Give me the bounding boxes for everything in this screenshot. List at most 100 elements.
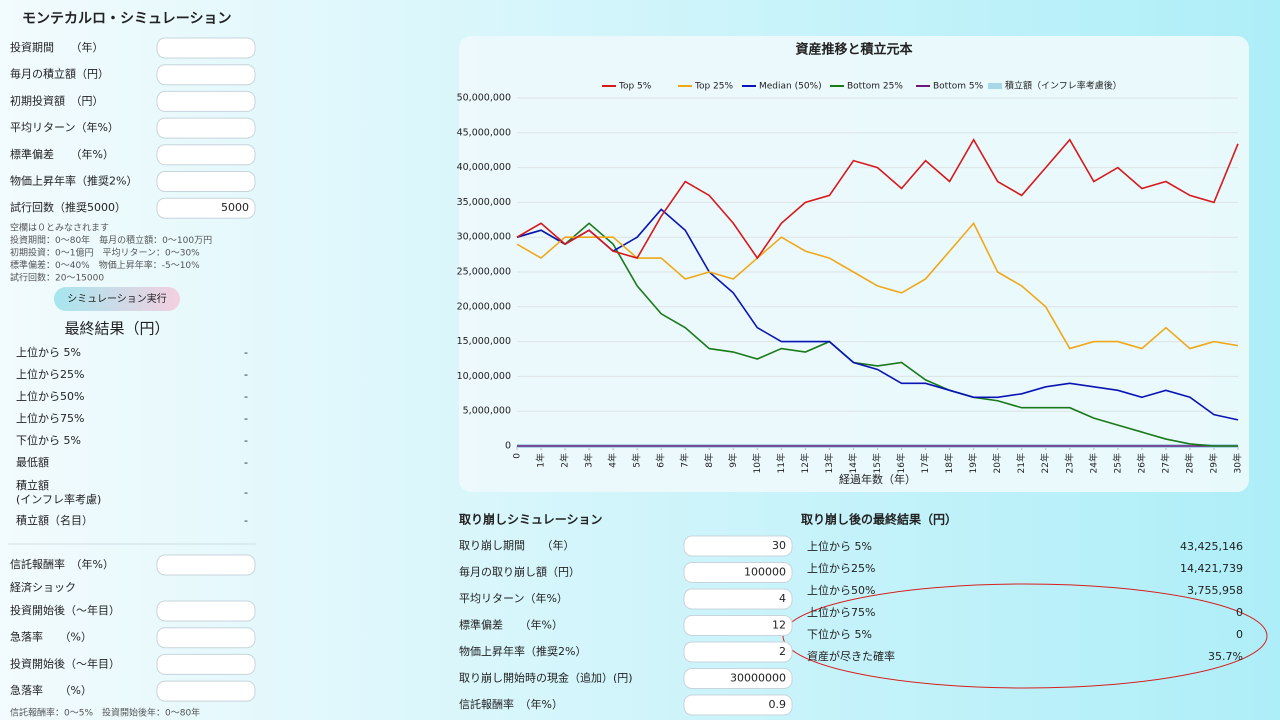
input-box[interactable]	[156, 144, 256, 166]
y-tick-label: 35,000,000	[457, 197, 511, 208]
input-box[interactable]	[683, 641, 793, 663]
result-value: 35.7%	[1208, 650, 1243, 663]
x-tick-label: 7年	[679, 453, 691, 468]
input-box[interactable]	[683, 562, 793, 583]
result-label: 下位から 5%	[16, 433, 81, 447]
result-label: 上位から50%	[807, 583, 875, 597]
x-tick-label: 17年	[919, 453, 931, 473]
result-value: -	[244, 486, 248, 499]
result-value: 0	[1236, 606, 1243, 619]
result-label: 積立額	[16, 478, 49, 492]
y-tick-label: 45,000,000	[457, 127, 511, 138]
input-box[interactable]	[156, 653, 256, 675]
y-tick-label: 30,000,000	[457, 232, 511, 243]
legend-label: Bottom 5%	[933, 82, 984, 92]
input-value: 2	[779, 645, 786, 658]
legend-label: Top 5%	[618, 82, 652, 92]
result-label: 上位から 5%	[16, 345, 81, 359]
field-label: 毎月の取り崩し額（円）	[459, 565, 580, 579]
input-box[interactable]	[156, 64, 256, 86]
y-tick-label: 5,000,000	[463, 406, 511, 417]
result-sublabel: (インフレ率考慮)	[16, 492, 101, 506]
x-tick-label: 0	[513, 453, 523, 459]
x-tick-label: 10年	[751, 453, 763, 473]
field-label: 投資開始後（～年目）	[10, 656, 120, 670]
y-tick-label: 15,000,000	[457, 336, 511, 347]
result-label: 上位から50%	[16, 389, 84, 403]
result-label: 下位から 5%	[807, 627, 872, 641]
input-box[interactable]	[683, 615, 793, 636]
x-tick-label: 24年	[1087, 453, 1099, 473]
input-box[interactable]	[156, 600, 256, 622]
x-tick-label: 21年	[1015, 453, 1027, 473]
x-tick-label: 4年	[607, 453, 619, 468]
input-box[interactable]	[156, 117, 256, 139]
field-label: 初期投資額 （円）	[10, 93, 104, 107]
x-tick-label: 8年	[703, 453, 715, 468]
run-button-label: シミュレーション実行	[67, 292, 167, 305]
field-label: 平均リターン（年%）	[10, 120, 119, 134]
x-tick-label: 12年	[799, 453, 811, 473]
field-label: 標準偏差 （年%）	[459, 618, 563, 632]
chart-title: 資産推移と積立元本	[795, 42, 912, 58]
x-tick-label: 22年	[1039, 453, 1051, 473]
x-tick-label: 1年	[535, 453, 547, 468]
result-label: 上位から 5%	[807, 539, 872, 553]
field-label: 物価上昇年率（推奨2%）	[10, 174, 137, 188]
result-value: -	[244, 434, 248, 447]
note: 試行回数：20～15000	[10, 272, 104, 284]
section-title: 取り崩しシミュレーション	[459, 512, 603, 527]
note: 初期投資：0～1億円 平均リターン：0～30%	[10, 247, 200, 259]
result-value: -	[244, 412, 248, 425]
result-label: 上位から75%	[16, 411, 84, 425]
input-box[interactable]	[156, 627, 256, 649]
y-tick-label: 25,000,000	[457, 267, 511, 278]
legend-label: 積立額（インフレ率考慮後）	[1005, 80, 1122, 92]
field-label: 信託報酬率 （年%）	[459, 697, 563, 711]
x-tick-label: 15年	[871, 453, 883, 473]
field-label: 毎月の積立額（円）	[10, 67, 109, 81]
x-tick-label: 23年	[1063, 453, 1075, 473]
input-box[interactable]	[156, 554, 256, 576]
note: 投資期間：0～80年 毎月の積立額：0～100万円	[10, 234, 212, 246]
input-box[interactable]	[683, 588, 793, 610]
legend-label: Median (50%)	[759, 82, 822, 92]
result-value: -	[244, 346, 248, 359]
x-tick-label: 14年	[847, 453, 859, 473]
y-tick-label: 20,000,000	[457, 301, 511, 312]
run-button[interactable]	[54, 287, 180, 311]
result-value: 3,755,958	[1187, 584, 1243, 597]
field-label: 信託報酬率 （年%）	[10, 557, 114, 571]
result-label: 上位から25%	[16, 367, 84, 381]
x-tick-label: 28年	[1183, 453, 1195, 473]
y-tick-label: 0	[505, 441, 511, 452]
section-title: 取り崩し後の最終結果（円）	[801, 512, 957, 527]
input-box[interactable]	[156, 197, 256, 219]
input-box[interactable]	[683, 694, 793, 716]
input-box[interactable]	[156, 680, 256, 702]
field-label: 平均リターン（年%）	[459, 591, 568, 605]
input-value: 100000	[744, 566, 786, 579]
input-box[interactable]	[156, 171, 256, 192]
input-box[interactable]	[683, 668, 793, 689]
field-label: 投資開始後（～年目）	[10, 603, 120, 617]
input-box[interactable]	[683, 535, 793, 557]
legend-swatch	[988, 83, 1002, 89]
x-tick-label: 13年	[823, 453, 835, 473]
x-tick-label: 27年	[1159, 453, 1171, 473]
result-label: 積立額（名目）	[16, 513, 93, 527]
y-tick-label: 50,000,000	[457, 93, 511, 104]
series-line	[516, 208, 1239, 421]
x-tick-label: 16年	[895, 453, 907, 473]
x-tick-label: 11年	[775, 453, 787, 473]
input-box[interactable]	[156, 37, 256, 59]
result-value: 43,425,146	[1180, 540, 1243, 553]
result-label: 上位から25%	[807, 561, 875, 575]
field-label: 物価上昇年率（推奨2%）	[459, 644, 586, 658]
x-tick-label: 2年	[559, 453, 571, 468]
input-value: 12	[772, 619, 786, 632]
field-label: 試行回数（推奨5000）	[10, 200, 126, 214]
input-box[interactable]	[156, 90, 256, 112]
